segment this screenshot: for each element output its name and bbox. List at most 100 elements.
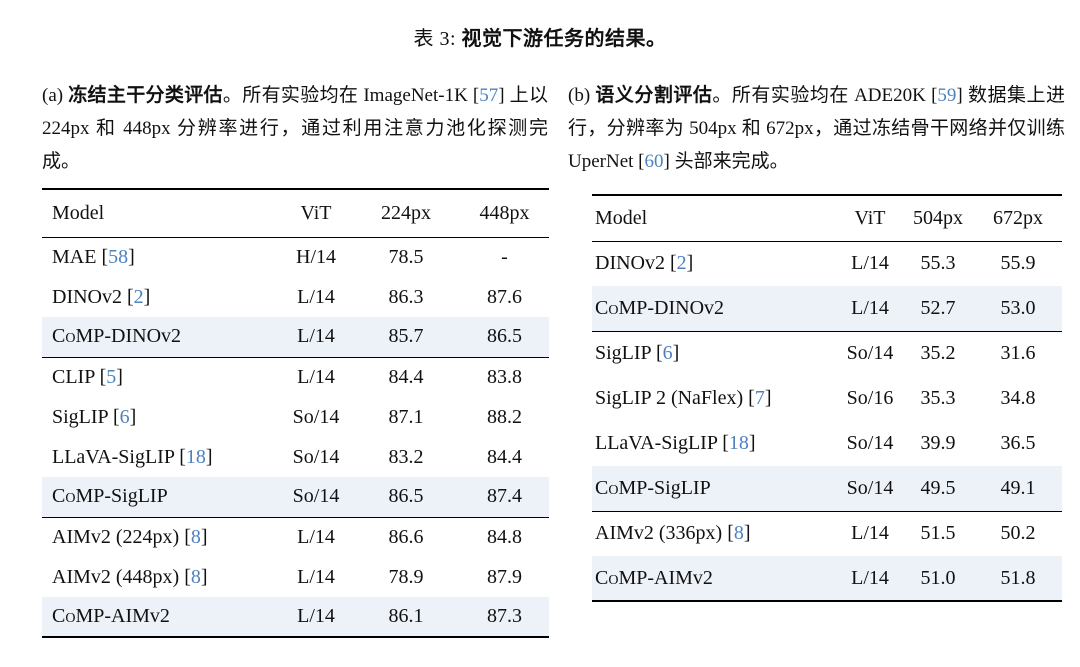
table-group: AIMv2 (224px) [8] L/14 86.6 84.8 AIMv2 (448p…: [42, 517, 549, 637]
text-segment: MP-AIMv2: [75, 605, 170, 627]
res1-cell: 49.5: [920, 476, 956, 499]
res1-cell: 86.6: [388, 525, 424, 548]
text-segment: SigLIP: [52, 405, 113, 428]
vit-cell: So/14: [292, 405, 340, 428]
citation-link[interactable]: 5: [106, 365, 117, 388]
subtable-b: (b) 语义分割评估。所有实验均在 ADE20K [59] 数据集上进行，分辨率…: [568, 79, 1065, 638]
citation-link[interactable]: 6: [119, 405, 130, 428]
res2-cell: 83.8: [487, 365, 522, 388]
vit-cell: L/14: [851, 252, 889, 275]
citation-link[interactable]: 6: [662, 342, 673, 365]
vit-cell: L/14: [297, 285, 335, 308]
res2-cell: 86.5: [487, 325, 522, 348]
text-segment: o: [608, 476, 619, 499]
model-cell: AIMv2 (336px) [8]: [595, 522, 751, 545]
citation-link[interactable]: 57: [479, 85, 499, 106]
segmentation-table: Model ViT 504px 672px DINOv2 [2] L/14 55.3 55.…: [592, 194, 1062, 602]
text-segment: 。所有实验均在 ImageNet-1K: [222, 85, 473, 106]
text-segment: o: [65, 605, 76, 627]
text-segment: C: [595, 566, 609, 589]
text-segment: C: [52, 605, 66, 627]
res2-cell: 51.8: [1000, 566, 1036, 589]
model-cell: SigLIP [6]: [52, 405, 137, 428]
text-segment: C: [595, 296, 609, 319]
res2-cell: -: [501, 245, 508, 268]
res2-cell: 36.5: [1000, 432, 1036, 454]
res1-cell: 86.1: [388, 605, 424, 627]
classification-table: Model ViT 224px 448px MAE [58] H/14 78.5 - DINO…: [42, 188, 549, 638]
table-row: CoMP-SigLIP So/14 86.5 87.4: [42, 477, 549, 517]
res1-cell: 85.7: [388, 325, 424, 348]
res2-cell: 49.1: [1000, 476, 1036, 499]
text-segment: 头部来完成。: [669, 151, 789, 172]
vit-cell: So/14: [292, 485, 340, 508]
table-row: DINOv2 [2] L/14 55.3 55.9: [592, 241, 1062, 286]
model-cell: SigLIP 2 (NaFlex) [7]: [595, 387, 772, 409]
table-row: SigLIP [6] So/14 87.1 88.2: [42, 397, 549, 437]
table-group: SigLIP [6] So/14 35.2 31.6 SigLIP 2 (NaFlex)…: [592, 331, 1062, 511]
res2-cell: 55.9: [1000, 252, 1036, 275]
citation-link[interactable]: 8: [190, 565, 201, 588]
text-segment: MP-DINOv2: [618, 296, 725, 319]
table-group: DINOv2 [2] L/14 55.3 55.9 CoMP-DINOv2 L/14 52.…: [592, 241, 1062, 331]
vit-cell: L/14: [297, 605, 335, 627]
text-segment: AIMv2 (224px): [52, 525, 185, 548]
res2-cell: 87.4: [487, 485, 522, 508]
table-row: SigLIP 2 (NaFlex) [7] So/16 35.3 34.8: [592, 376, 1062, 421]
text-segment: o: [608, 296, 619, 319]
model-cell: CLIP [5]: [52, 365, 123, 388]
vit-cell: So/14: [846, 432, 894, 454]
model-cell: DINOv2 [2]: [52, 285, 151, 308]
citation-link[interactable]: 59: [937, 85, 957, 106]
column-header-448px: 448px: [479, 201, 530, 224]
table-title: 表 3: 视觉下游任务的结果。: [0, 0, 1080, 51]
res2-cell: 87.6: [487, 285, 522, 308]
model-cell: CoMP-AIMv2: [42, 597, 280, 637]
model-cell: CoMP-SigLIP: [42, 477, 280, 517]
column-header-672px: 672px: [993, 206, 1043, 229]
caption-b: (b) 语义分割评估。所有实验均在 ADE20K [59] 数据集上进行，分辨率…: [568, 85, 1065, 172]
vit-cell: So/14: [846, 476, 894, 499]
column-header-504px: 504px: [913, 206, 963, 229]
citation-link[interactable]: 7: [754, 387, 765, 409]
res2-cell: 87.9: [487, 565, 522, 588]
res1-cell: 86.5: [388, 485, 424, 508]
text-segment: LLaVA-SigLIP: [52, 445, 180, 468]
res1-cell: 86.3: [388, 285, 424, 308]
model-cell: LLaVA-SigLIP [18]: [52, 445, 213, 468]
text-segment: DINOv2: [595, 252, 670, 275]
citation-link[interactable]: 60: [644, 151, 664, 172]
text-segment: SigLIP 2 (NaFlex): [595, 387, 749, 409]
model-cell: CoMP-SigLIP: [592, 466, 838, 511]
res1-cell: 35.2: [920, 342, 956, 365]
model-cell: CoMP-DINOv2: [592, 286, 838, 331]
citation-link[interactable]: 18: [185, 445, 206, 468]
model-cell: AIMv2 (448px) [8]: [52, 565, 208, 588]
res2-cell: 31.6: [1000, 342, 1036, 365]
table-row: AIMv2 (448px) [8] L/14 78.9 87.9: [42, 557, 549, 597]
column-header-vit: ViT: [854, 206, 886, 229]
citation-link[interactable]: 18: [728, 432, 749, 454]
text-segment: MAE: [52, 245, 102, 268]
citation-link[interactable]: 2: [676, 252, 687, 275]
column-header-model: Model: [595, 206, 648, 229]
vit-cell: L/14: [297, 525, 335, 548]
model-cell: MAE [58]: [52, 245, 135, 268]
table-row: LLaVA-SigLIP [18] So/14 83.2 84.4: [42, 437, 549, 477]
vit-cell: H/14: [296, 245, 336, 268]
citation-link[interactable]: 8: [733, 522, 744, 545]
text-segment: 数据集上进行，分辨率为 504px 和 672px，通过冻结骨干网络并仅训练 U…: [568, 85, 1065, 172]
citation-link[interactable]: 58: [108, 245, 129, 268]
text-segment: (b): [568, 85, 596, 106]
text-segment: MP-SigLIP: [618, 476, 711, 499]
text-segment: 语义分割评估: [595, 85, 713, 106]
citation-link[interactable]: 2: [133, 285, 144, 308]
text-segment: C: [52, 485, 66, 508]
table-group: MAE [58] H/14 78.5 - DINOv2 [2] L/14 86.3 87.6 C…: [42, 237, 549, 357]
citation-link[interactable]: 8: [190, 525, 201, 548]
res1-cell: 51.5: [920, 522, 956, 545]
vit-cell: L/14: [851, 522, 889, 545]
model-cell: CoMP-DINOv2: [42, 317, 280, 357]
vit-cell: L/14: [297, 325, 335, 348]
vit-cell: So/14: [846, 342, 894, 365]
